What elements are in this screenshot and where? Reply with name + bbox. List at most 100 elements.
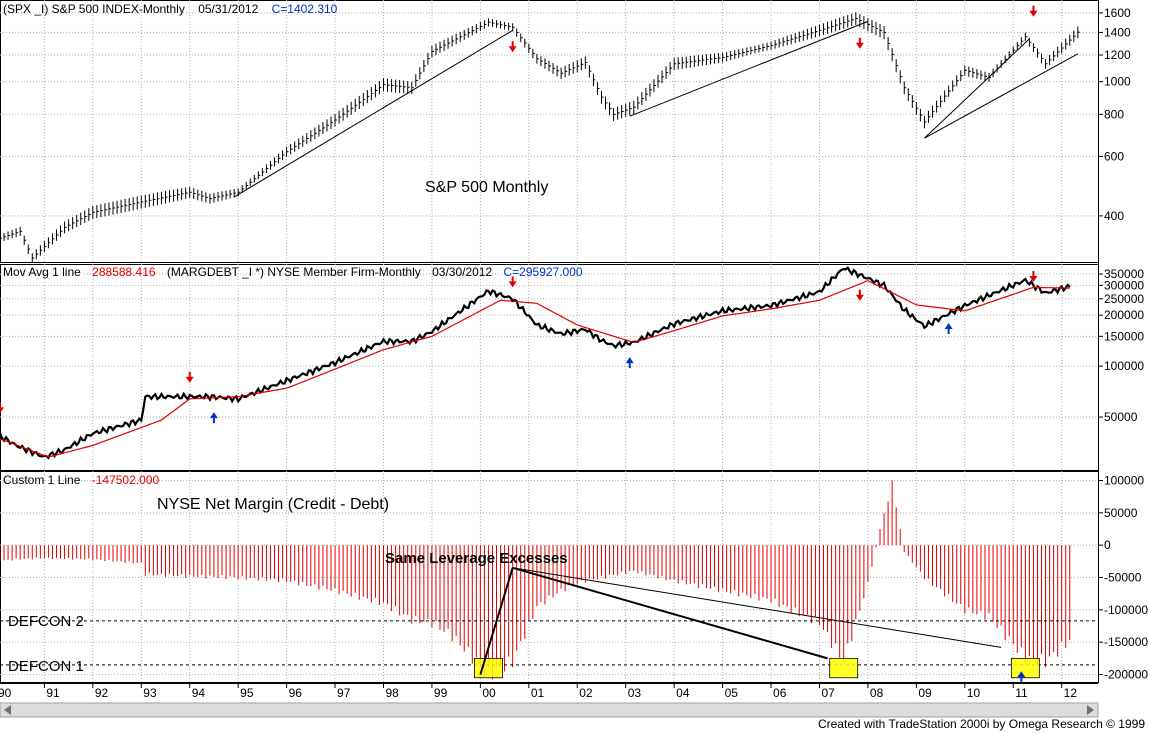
price-y-tick-label: 1000 (1104, 75, 1131, 89)
price-y-tick-label: 1600 (1104, 6, 1131, 20)
margin-down-arrow-icon-head (0, 407, 4, 414)
price-header-date: 05/31/2012 (198, 2, 258, 16)
price-down-arrow-icon-head (508, 46, 517, 53)
x-tick-label: 06 (773, 686, 787, 700)
moving-average-line (0, 279, 1070, 458)
margin-down-arrow-icon-head (1029, 276, 1038, 282)
margin-debt-y-tick-label: 50000 (1104, 410, 1138, 424)
margin-up-arrow-icon-head (209, 412, 218, 419)
x-tick-label: 97 (337, 686, 351, 700)
x-tick-label: 99 (434, 686, 448, 700)
margin-down-arrow-icon (1029, 271, 1038, 282)
defcon-1-label: DEFCON 1 (8, 658, 84, 675)
margin-debt-y-tick-label: 100000 (1104, 359, 1144, 373)
margin-debt-y-tick-label: 350000 (1104, 267, 1144, 281)
excess-highlight-box (1010, 657, 1040, 679)
x-tick-label: 96 (289, 686, 303, 700)
x-tick-label: 03 (628, 686, 642, 700)
price-header: (SPX _I) S&P 500 INDEX-Monthly 05/31/201… (3, 2, 338, 16)
price-y-tick-label: 400 (1104, 209, 1124, 223)
margin-down-arrow-icon (185, 371, 194, 383)
x-tick-label: 00 (482, 686, 496, 700)
leverage-connector-line (512, 566, 828, 660)
margin-debt-y-tick-label: 200000 (1104, 308, 1144, 322)
margin-up-arrow-icon-head (944, 322, 953, 329)
x-tick-label: 95 (240, 686, 254, 700)
price-y-tick-label: 800 (1104, 107, 1124, 121)
price-down-arrow-icon (508, 41, 517, 53)
x-tick-label: 94 (192, 686, 206, 700)
margin-down-arrow-icon-head (508, 281, 517, 288)
gridlines (0, 0, 1103, 688)
price-header-close: C=1402.310 (272, 2, 338, 16)
custom-label: Custom 1 Line (3, 473, 81, 487)
price-down-arrow-icon (855, 37, 864, 49)
price-trendline (924, 53, 1079, 139)
margin-up-arrow-icon (625, 357, 634, 369)
margin-up-arrow-icon (209, 412, 218, 424)
margin-debt-close: C=295927.000 (504, 265, 583, 279)
margin-debt-y-tick-label: 300000 (1104, 278, 1144, 292)
x-tick-label: 10 (967, 686, 981, 700)
margin-debt-panel-frame (0, 264, 1099, 471)
tick-labels: 90 91 92 93 94 95 96 97 98 99 00 01 02 03 04 05 06 07 08 09… (0, 6, 1148, 700)
defcon-2-label: DEFCON 2 (8, 613, 84, 630)
margin-debt-y-tick-label: 150000 (1104, 329, 1144, 343)
net-margin-y-tick-label: 50000 (1104, 506, 1138, 520)
x-tick-label: 92 (95, 686, 109, 700)
ma-value: 288588.416 (92, 265, 156, 279)
x-tick-label: 07 (821, 686, 835, 700)
leverage-connector-line (479, 567, 514, 675)
horizontal-scrollbar[interactable] (0, 702, 1099, 718)
x-tick-label: 09 (918, 686, 932, 700)
net-margin-y-tick-label: 0 (1104, 538, 1111, 552)
x-tick-label: 98 (385, 686, 399, 700)
x-tick-label: 04 (676, 686, 690, 700)
leverage-connector-line (512, 567, 1002, 648)
price-y-tick-label: 1200 (1104, 48, 1131, 62)
x-tick-label: 08 (870, 686, 884, 700)
margin-debt-symbol: (MARGDEBT _I *) NYSE Member Firm-Monthly (167, 265, 421, 279)
net-margin-y-tick-label: -50000 (1104, 571, 1142, 585)
leverage-annotation: Same Leverage Excesses (385, 550, 568, 567)
margin-down-arrow-icon-head (855, 294, 864, 301)
margin-down-arrow-icon (0, 402, 4, 414)
margin-debt-header: Mov Avg 1 line 288588.416 (MARGDEBT _I *… (3, 265, 583, 279)
ma-label: Mov Avg 1 line (3, 265, 81, 279)
price-down-arrow-icon-head (1029, 10, 1038, 17)
x-tick-label: 11 (1015, 686, 1028, 700)
chart-marks (0, 5, 1098, 683)
x-tick-label: 02 (579, 686, 593, 700)
margin-debt-line (0, 266, 1071, 460)
margin-up-arrow-icon (944, 322, 953, 334)
net-margin-y-tick-label: -200000 (1104, 668, 1148, 682)
x-tick-label: 01 (531, 686, 545, 700)
price-panel-frame (0, 0, 1099, 263)
price-trendline (924, 38, 1030, 139)
price-trendline (233, 29, 513, 198)
price-panel-title: S&P 500 Monthly (425, 179, 548, 196)
excess-highlight-box (829, 657, 859, 679)
net-margin-up-arrow-icon (1017, 671, 1026, 683)
margin-debt-y-tick-label: 250000 (1104, 292, 1144, 306)
scroll-left-icon[interactable] (4, 705, 11, 715)
custom-value: -147502.000 (92, 473, 160, 487)
scroll-right-icon[interactable] (1087, 705, 1094, 715)
net-margin-title: NYSE Net Margin (Credit - Debt) (157, 496, 389, 513)
price-down-arrow-icon (1029, 5, 1038, 17)
price-down-arrow-icon-head (855, 42, 864, 49)
net-margin-up-arrow-icon-head (1017, 671, 1026, 678)
x-tick-label: 12 (1064, 686, 1078, 700)
net-margin-y-tick-label: -150000 (1104, 635, 1148, 649)
net-margin-y-tick-label: 100000 (1104, 473, 1144, 487)
x-tick-label: 90 (0, 686, 12, 700)
price-y-tick-label: 600 (1104, 150, 1124, 164)
margin-debt-date: 03/30/2012 (432, 265, 492, 279)
x-tick-label: 93 (143, 686, 157, 700)
x-tick-label: 91 (46, 686, 60, 700)
margin-down-arrow-icon-head (185, 376, 194, 383)
excess-highlight-box (474, 657, 503, 679)
price-y-tick-label: 1400 (1104, 25, 1131, 39)
footer-credit: Created with TradeStation 2000i by Omega… (817, 717, 1145, 731)
